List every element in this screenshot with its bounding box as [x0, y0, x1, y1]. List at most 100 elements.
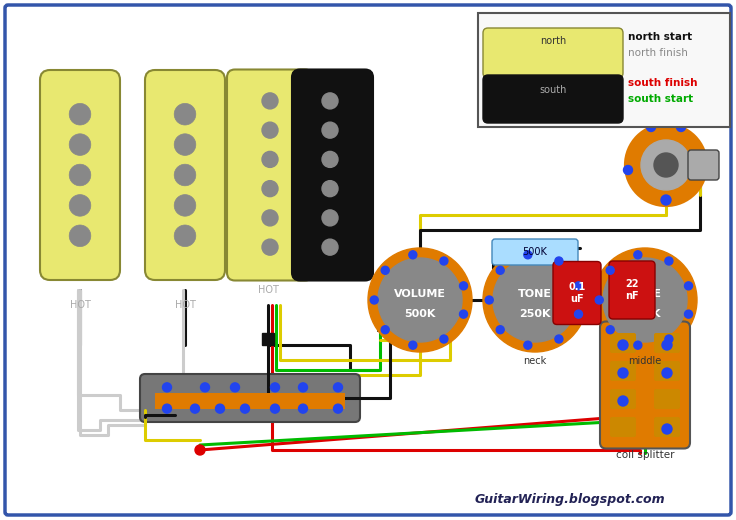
Circle shape: [555, 335, 563, 343]
Circle shape: [593, 54, 607, 68]
FancyBboxPatch shape: [145, 70, 225, 280]
Circle shape: [573, 99, 587, 113]
Circle shape: [368, 248, 472, 352]
Circle shape: [493, 99, 507, 113]
Circle shape: [163, 404, 171, 413]
Circle shape: [662, 424, 672, 434]
FancyBboxPatch shape: [610, 361, 636, 381]
Circle shape: [593, 99, 607, 113]
Circle shape: [684, 310, 693, 318]
FancyBboxPatch shape: [609, 261, 655, 319]
Text: 250K: 250K: [520, 309, 551, 319]
Circle shape: [634, 251, 642, 259]
Circle shape: [606, 266, 615, 274]
Text: north finish: north finish: [628, 48, 688, 58]
Text: south finish: south finish: [628, 78, 698, 88]
Circle shape: [524, 251, 532, 259]
Circle shape: [553, 54, 567, 68]
FancyBboxPatch shape: [654, 361, 680, 381]
Circle shape: [230, 383, 239, 392]
Circle shape: [262, 122, 278, 138]
Circle shape: [378, 258, 462, 342]
Circle shape: [606, 326, 615, 334]
Circle shape: [241, 404, 250, 413]
Circle shape: [262, 93, 278, 109]
FancyBboxPatch shape: [478, 13, 730, 127]
Circle shape: [216, 404, 224, 413]
Bar: [155, 393, 345, 409]
Circle shape: [69, 103, 91, 125]
Circle shape: [322, 210, 338, 226]
FancyBboxPatch shape: [654, 333, 680, 353]
Circle shape: [533, 54, 547, 68]
Text: coil splitter: coil splitter: [616, 449, 674, 460]
Text: south start: south start: [628, 94, 693, 104]
FancyBboxPatch shape: [292, 70, 373, 280]
Circle shape: [322, 93, 338, 109]
Circle shape: [553, 99, 567, 113]
Circle shape: [485, 296, 493, 304]
Circle shape: [174, 194, 196, 216]
Circle shape: [370, 296, 378, 304]
Circle shape: [595, 296, 604, 304]
FancyBboxPatch shape: [492, 239, 578, 265]
Text: GuitarWiring.blogspot.com: GuitarWiring.blogspot.com: [475, 493, 665, 506]
Circle shape: [262, 151, 278, 167]
Circle shape: [618, 340, 628, 350]
Text: 250K: 250K: [629, 309, 661, 319]
Circle shape: [322, 122, 338, 138]
Circle shape: [641, 140, 691, 190]
Circle shape: [493, 54, 507, 68]
Circle shape: [174, 134, 196, 155]
Text: 500K: 500K: [404, 309, 436, 319]
Text: 500K: 500K: [523, 247, 548, 257]
Circle shape: [271, 383, 280, 392]
Circle shape: [69, 164, 91, 186]
Circle shape: [174, 103, 196, 125]
FancyBboxPatch shape: [483, 75, 623, 123]
Circle shape: [322, 151, 338, 167]
Circle shape: [200, 383, 210, 392]
Circle shape: [661, 195, 671, 205]
Text: HOT: HOT: [258, 285, 278, 295]
Text: HOT: HOT: [70, 300, 91, 310]
Text: VOLUME: VOLUME: [394, 289, 446, 299]
Circle shape: [262, 210, 278, 226]
Circle shape: [163, 383, 171, 392]
FancyBboxPatch shape: [227, 70, 313, 280]
Circle shape: [676, 123, 685, 132]
FancyBboxPatch shape: [483, 28, 623, 78]
Circle shape: [333, 404, 342, 413]
Text: middle: middle: [629, 356, 662, 366]
FancyBboxPatch shape: [610, 417, 636, 437]
Text: 0.1
uF: 0.1 uF: [568, 282, 586, 304]
Circle shape: [174, 225, 196, 246]
Circle shape: [575, 310, 582, 318]
Text: south: south: [539, 85, 567, 95]
Circle shape: [299, 383, 308, 392]
Bar: [262, 333, 274, 345]
Text: 22
nF: 22 nF: [625, 279, 639, 301]
FancyBboxPatch shape: [40, 70, 120, 280]
Circle shape: [684, 282, 693, 290]
Circle shape: [440, 257, 448, 265]
Circle shape: [191, 404, 199, 413]
Text: north start: north start: [628, 32, 692, 42]
Circle shape: [618, 368, 628, 378]
Text: north: north: [540, 36, 566, 46]
Text: neck: neck: [523, 356, 547, 366]
Circle shape: [262, 180, 278, 197]
Circle shape: [299, 404, 308, 413]
Circle shape: [575, 282, 582, 290]
Circle shape: [513, 54, 527, 68]
Circle shape: [524, 341, 532, 349]
Circle shape: [654, 153, 678, 177]
Circle shape: [626, 125, 706, 205]
FancyBboxPatch shape: [140, 374, 360, 422]
Circle shape: [665, 257, 673, 265]
Circle shape: [618, 396, 628, 406]
Circle shape: [333, 383, 342, 392]
Circle shape: [271, 404, 280, 413]
Circle shape: [665, 335, 673, 343]
Circle shape: [459, 310, 467, 318]
